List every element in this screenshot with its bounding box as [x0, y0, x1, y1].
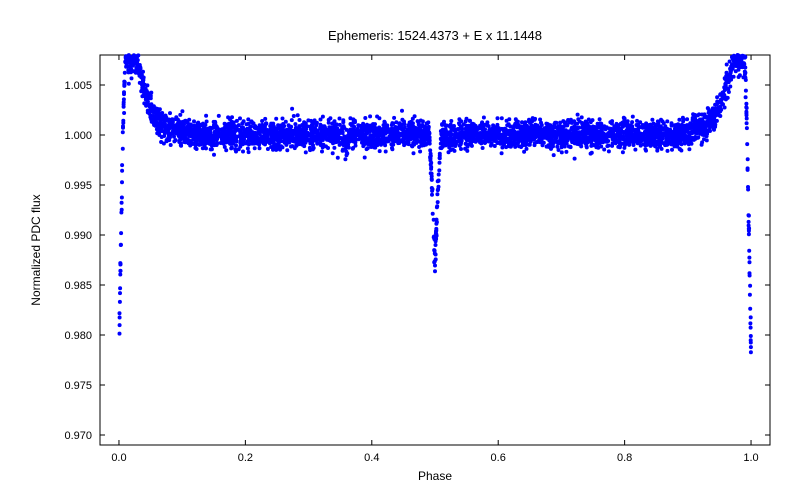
- x-tick-label: 0.2: [238, 452, 253, 464]
- chart-background: [0, 0, 800, 500]
- y-tick-label: 1.000: [64, 130, 92, 142]
- x-tick-label: 1.0: [743, 452, 758, 464]
- y-tick-label: 0.980: [64, 330, 92, 342]
- x-axis-label: Phase: [418, 469, 452, 483]
- y-axis-label: Normalized PDC flux: [29, 194, 43, 305]
- x-tick-label: 0.0: [111, 452, 126, 464]
- y-tick-label: 0.995: [64, 180, 92, 192]
- y-tick-label: 0.970: [64, 430, 92, 442]
- chart-title: Ephemeris: 1524.4373 + E x 11.1448: [328, 28, 542, 43]
- y-tick-label: 0.975: [64, 380, 92, 392]
- y-tick-label: 0.990: [64, 230, 92, 242]
- y-tick-label: 1.005: [64, 80, 92, 92]
- x-tick-label: 0.6: [491, 452, 506, 464]
- phase-lightcurve-chart: 0.0 0.2 0.4 0.6 0.8 1.0 0.970 0.975 0.980 0.985 0…: [0, 0, 800, 500]
- chart-container: 0.0 0.2 0.4 0.6 0.8 1.0 0.970 0.975 0.980 0.985 0…: [0, 0, 800, 500]
- x-tick-label: 0.8: [617, 452, 632, 464]
- y-tick-label: 0.985: [64, 280, 92, 292]
- x-tick-label: 0.4: [364, 452, 379, 464]
